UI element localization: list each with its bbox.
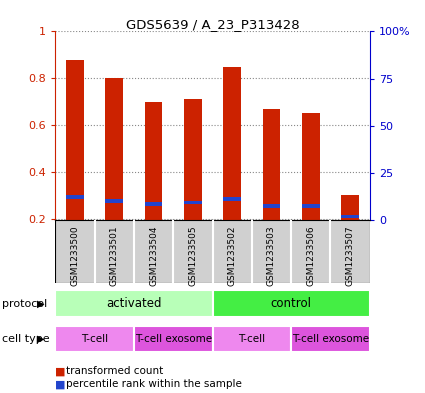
Bar	[184, 99, 202, 220]
Text: control: control	[271, 297, 312, 310]
Bar	[341, 215, 359, 219]
Bar	[105, 78, 123, 220]
Bar	[341, 195, 359, 220]
Text: cell type: cell type	[2, 334, 50, 344]
Text: GSM1233505: GSM1233505	[188, 225, 197, 286]
Text: ■: ■	[55, 379, 66, 389]
Bar	[66, 195, 84, 198]
Text: GSM1233502: GSM1233502	[228, 225, 237, 286]
Text: GSM1233501: GSM1233501	[110, 225, 119, 286]
Bar	[144, 202, 162, 206]
Bar	[55, 290, 212, 317]
Bar	[144, 102, 162, 220]
Text: activated: activated	[106, 297, 162, 310]
Bar	[212, 290, 370, 317]
Text: GSM1233507: GSM1233507	[346, 225, 354, 286]
Bar	[184, 201, 202, 204]
Bar	[291, 326, 370, 352]
Text: GSM1233503: GSM1233503	[267, 225, 276, 286]
Text: T-cell exosome: T-cell exosome	[135, 334, 212, 344]
Bar	[263, 204, 280, 208]
Text: percentile rank within the sample: percentile rank within the sample	[66, 379, 242, 389]
Text: T-cell: T-cell	[238, 334, 265, 344]
Bar	[105, 200, 123, 203]
Bar	[223, 197, 241, 201]
Text: protocol: protocol	[2, 299, 47, 309]
Bar	[223, 66, 241, 220]
Bar	[212, 326, 291, 352]
Text: T-cell: T-cell	[81, 334, 108, 344]
Text: ▶: ▶	[37, 334, 44, 344]
Bar	[263, 109, 280, 220]
Text: ■: ■	[55, 366, 66, 376]
Bar	[134, 326, 212, 352]
Bar	[66, 60, 84, 220]
Text: GSM1233504: GSM1233504	[149, 225, 158, 286]
Text: GSM1233500: GSM1233500	[71, 225, 79, 286]
Bar	[302, 204, 320, 208]
Text: GDS5639 / A_23_P313428: GDS5639 / A_23_P313428	[126, 18, 299, 31]
Bar	[55, 220, 370, 283]
Text: ▶: ▶	[37, 299, 44, 309]
Bar	[302, 114, 320, 220]
Bar	[55, 326, 134, 352]
Text: T-cell exosome: T-cell exosome	[292, 334, 369, 344]
Text: GSM1233506: GSM1233506	[306, 225, 315, 286]
Text: transformed count: transformed count	[66, 366, 163, 376]
